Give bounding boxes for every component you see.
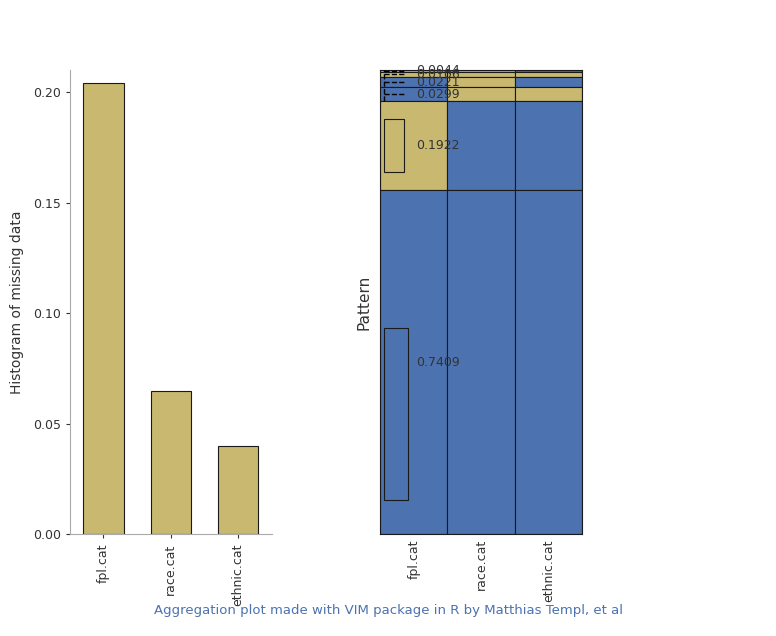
Bar bbox=[514, 70, 582, 72]
Text: 0.7409: 0.7409 bbox=[417, 356, 460, 369]
Bar bbox=[448, 87, 514, 101]
Bar bbox=[448, 70, 514, 72]
Bar bbox=[380, 87, 448, 101]
Bar bbox=[380, 70, 448, 72]
Bar bbox=[380, 190, 448, 534]
Text: 0.0106: 0.0106 bbox=[417, 68, 460, 81]
Bar bbox=[514, 190, 582, 534]
Bar bbox=[380, 77, 448, 87]
Bar bbox=[448, 72, 514, 77]
Text: 0.0221: 0.0221 bbox=[417, 76, 460, 88]
Text: Aggregation plot made with VIM package in R by Matthias Templ, et al: Aggregation plot made with VIM package i… bbox=[154, 604, 622, 617]
Bar bbox=[380, 72, 448, 77]
Bar bbox=[151, 391, 191, 534]
Bar bbox=[380, 101, 448, 190]
Y-axis label: Histogram of missing data: Histogram of missing data bbox=[11, 211, 25, 394]
Bar bbox=[384, 328, 408, 500]
Bar bbox=[448, 190, 514, 534]
Text: 0.1922: 0.1922 bbox=[417, 139, 460, 152]
Bar bbox=[514, 77, 582, 87]
Text: 0.0044: 0.0044 bbox=[417, 64, 460, 78]
Bar bbox=[83, 83, 123, 534]
Text: 0.0299: 0.0299 bbox=[417, 88, 460, 100]
Bar bbox=[514, 72, 582, 77]
Bar bbox=[218, 446, 258, 534]
Bar bbox=[514, 101, 582, 190]
Y-axis label: Pattern: Pattern bbox=[357, 275, 372, 329]
Bar bbox=[514, 87, 582, 101]
Bar bbox=[448, 101, 514, 190]
Bar bbox=[384, 119, 404, 172]
Bar bbox=[448, 77, 514, 87]
